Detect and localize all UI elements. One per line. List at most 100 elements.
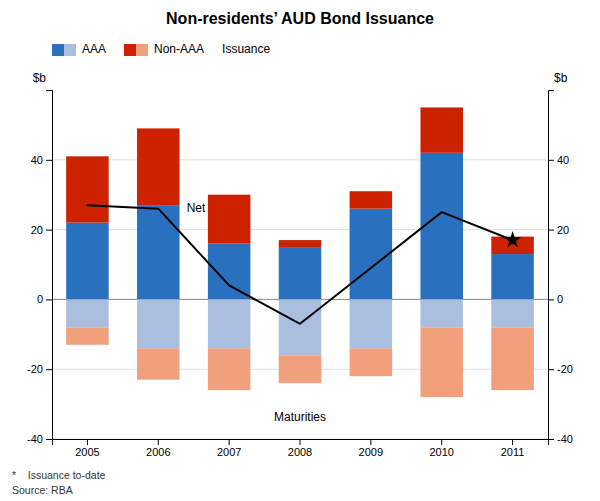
tick-label: 20 bbox=[31, 224, 43, 236]
point-marker bbox=[504, 231, 521, 247]
legend-label: AAA bbox=[82, 42, 106, 56]
bar bbox=[420, 327, 463, 397]
tick-mark bbox=[548, 160, 554, 161]
x-tick: 2007 bbox=[217, 439, 241, 458]
tick-label: 0 bbox=[557, 293, 563, 305]
tick-mark bbox=[548, 369, 554, 370]
bar-series bbox=[66, 107, 534, 254]
grid bbox=[52, 160, 548, 439]
bar bbox=[279, 240, 322, 247]
legend-annotation: Issuance bbox=[222, 42, 270, 56]
tick-mark bbox=[46, 230, 52, 231]
y-tick: -20 bbox=[27, 363, 52, 375]
y-tick: -40 bbox=[27, 433, 52, 445]
bar bbox=[208, 348, 251, 390]
tick-mark bbox=[158, 439, 159, 445]
bar-series bbox=[66, 327, 534, 397]
bar bbox=[66, 327, 109, 344]
bar bbox=[350, 299, 393, 348]
bar bbox=[350, 348, 393, 376]
x-tick: 2010 bbox=[429, 439, 453, 458]
y-tick: 40 bbox=[31, 154, 52, 166]
tick-label: 2009 bbox=[359, 446, 383, 458]
bar bbox=[137, 128, 180, 205]
tick-mark bbox=[46, 299, 52, 300]
legend-label: Non-AAA bbox=[154, 42, 204, 56]
y-tick: 0 bbox=[37, 293, 52, 305]
tick-mark bbox=[370, 439, 371, 445]
annotation: Maturities bbox=[274, 410, 326, 424]
tick-mark bbox=[46, 369, 52, 370]
tick-label: 2011 bbox=[501, 446, 525, 458]
y-axis-label: $b bbox=[33, 71, 47, 85]
data-marks bbox=[66, 107, 534, 397]
tick-label: 20 bbox=[557, 224, 569, 236]
bar bbox=[420, 299, 463, 327]
tick-mark bbox=[46, 160, 52, 161]
bar bbox=[420, 107, 463, 152]
tick-label: 40 bbox=[557, 154, 569, 166]
tick-mark bbox=[46, 439, 52, 440]
tick-label: 40 bbox=[31, 154, 43, 166]
bar bbox=[66, 299, 109, 327]
y2-tick: 20 bbox=[548, 224, 569, 236]
y2-tick: 0 bbox=[548, 293, 563, 305]
line-label: Net bbox=[187, 201, 206, 215]
x-tick: 2009 bbox=[359, 439, 383, 458]
bar-series bbox=[66, 299, 534, 355]
title: Non-residents’ AUD Bond Issuance bbox=[166, 10, 434, 27]
bar bbox=[279, 355, 322, 383]
legend: AAA Non-AAA Issuance bbox=[52, 42, 270, 56]
x-tick: 2006 bbox=[146, 439, 170, 458]
bar bbox=[491, 254, 534, 299]
bar bbox=[208, 244, 251, 300]
y2-tick: -40 bbox=[548, 433, 573, 445]
bar bbox=[491, 327, 534, 390]
y2-axis-label: $b bbox=[554, 71, 568, 85]
tick-mark bbox=[548, 299, 554, 300]
x-tick: 2008 bbox=[288, 439, 312, 458]
bar bbox=[66, 156, 109, 222]
footnote: * Issuance to-date bbox=[12, 469, 106, 481]
legend-swatch bbox=[64, 44, 76, 56]
axis-line bbox=[46, 91, 53, 440]
tick-label: 2005 bbox=[75, 446, 99, 458]
bar bbox=[208, 299, 251, 348]
tick-mark bbox=[441, 439, 442, 445]
bar bbox=[420, 153, 463, 300]
x-tick: 2011 bbox=[501, 439, 525, 458]
y-tick: 20 bbox=[31, 224, 52, 236]
tick-label: -40 bbox=[557, 433, 573, 445]
y2-axis: -40 -20 0 20 40 bbox=[548, 91, 573, 446]
x-axis: 2005 2006 2007 2008 2009 2010 2011 bbox=[53, 439, 549, 458]
bar-series bbox=[66, 153, 534, 300]
bar bbox=[137, 205, 180, 299]
line bbox=[87, 205, 512, 324]
bar bbox=[491, 299, 534, 327]
legend-swatch bbox=[52, 44, 64, 56]
x-tick: 2005 bbox=[75, 439, 99, 458]
y-axis: -40 -20 0 20 40 bbox=[27, 91, 52, 446]
legend-swatch bbox=[136, 44, 148, 56]
bar bbox=[279, 247, 322, 299]
tick-label: 0 bbox=[37, 293, 43, 305]
tick-mark bbox=[548, 439, 554, 440]
bar bbox=[137, 299, 180, 348]
tick-label: 2010 bbox=[429, 446, 453, 458]
legend-swatch bbox=[124, 44, 136, 56]
tick-mark bbox=[548, 230, 554, 231]
tick-label: -20 bbox=[557, 363, 573, 375]
bar bbox=[279, 299, 322, 355]
chart-svg: Net 2005 2006 2007 2008 2009 2010 2011 -40 -20 0 20… bbox=[0, 0, 600, 501]
grid-line bbox=[52, 159, 548, 160]
tick-mark bbox=[512, 439, 513, 445]
bar bbox=[137, 348, 180, 379]
axis-line bbox=[549, 91, 555, 440]
tick-label: -20 bbox=[27, 363, 43, 375]
tick-mark bbox=[87, 439, 88, 445]
bar bbox=[66, 223, 109, 300]
tick-mark bbox=[229, 439, 230, 445]
grid-line bbox=[52, 229, 548, 230]
tick-label: 2006 bbox=[146, 446, 170, 458]
y2-tick: 40 bbox=[548, 154, 569, 166]
